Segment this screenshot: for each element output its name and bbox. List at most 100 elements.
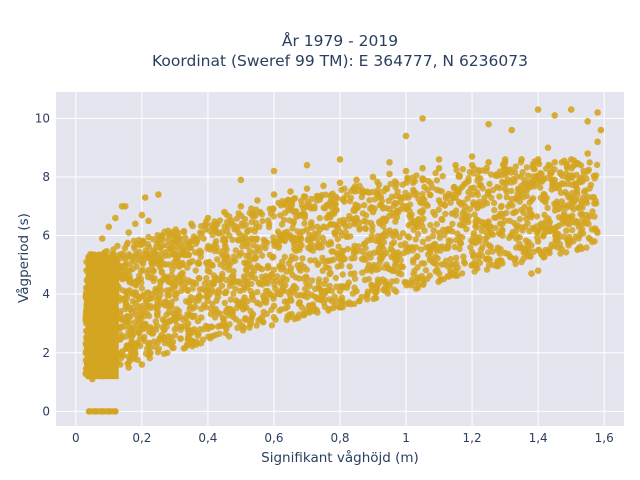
scatter-point-filler — [338, 262, 345, 269]
x-tick-label: 1 — [402, 431, 410, 445]
scatter-point-filler — [359, 189, 366, 196]
scatter-point-filler — [230, 276, 237, 284]
scatter-point-filler — [161, 326, 168, 334]
scatter-point-filler — [244, 271, 251, 278]
scatter-point-filler — [132, 311, 140, 319]
scatter-point-filler — [560, 233, 567, 240]
scatter-point-filler — [188, 327, 195, 334]
scatter-point-filler — [227, 296, 234, 303]
scatter-point — [435, 244, 443, 251]
scatter-point-filler — [293, 208, 300, 215]
scatter-point-filler — [279, 258, 286, 265]
scatter-point-filler — [306, 282, 313, 290]
scatter-point — [254, 299, 261, 307]
scatter-point-filler — [391, 178, 399, 185]
scatter-point-filler — [535, 246, 542, 253]
scatter-point-filler — [417, 246, 425, 253]
scatter-point-filler — [538, 251, 545, 258]
scatter-point-filler — [326, 270, 333, 278]
scatter-point-filler — [476, 198, 483, 206]
scatter-point-filler — [414, 264, 421, 271]
scatter-point-filler — [243, 266, 250, 273]
scatter-point-filler — [137, 239, 144, 246]
scatter-point-filler — [364, 296, 371, 303]
scatter-point-filler — [162, 248, 169, 256]
scatter-point-filler — [142, 350, 150, 357]
scatter-point — [112, 408, 119, 415]
scatter-point-filler — [571, 196, 578, 203]
scatter-point — [85, 308, 93, 316]
scatter-point-filler — [496, 193, 503, 200]
scatter-point-filler — [161, 228, 168, 235]
scatter-point-filler — [242, 234, 249, 241]
scatter-point-filler — [542, 165, 550, 172]
y-axis-title: Vågperiod (s) — [15, 213, 32, 303]
scatter-point-filler — [413, 190, 420, 197]
scatter-point — [584, 118, 591, 125]
scatter-point — [518, 244, 525, 251]
scatter-point — [485, 159, 492, 166]
scatter-point-filler — [213, 297, 220, 304]
scatter-point-filler — [196, 250, 203, 257]
scatter-point — [98, 408, 106, 415]
scatter-point-filler — [205, 333, 212, 340]
scatter-point-filler — [405, 222, 412, 229]
scatter-point-filler — [373, 190, 381, 197]
scatter-point — [475, 217, 483, 225]
scatter-point-filler — [180, 227, 188, 235]
scatter-point-filler — [391, 262, 399, 269]
scatter-point — [485, 255, 492, 263]
scatter-point-filler — [239, 243, 246, 250]
scatter-point-filler — [218, 273, 226, 280]
scatter-point-filler — [150, 277, 157, 284]
scatter-point-filler — [269, 254, 276, 261]
scatter-point-filler — [511, 219, 518, 227]
scatter-point-filler — [241, 216, 249, 223]
scatter-point-filler — [487, 223, 494, 230]
scatter-point-filler — [277, 212, 284, 219]
plot-area — [56, 92, 624, 426]
scatter-point-filler — [371, 263, 378, 270]
scatter-point-filler — [574, 218, 581, 226]
scatter-point-filler — [144, 296, 152, 303]
scatter-point-filler — [314, 230, 321, 237]
scatter-point-filler — [533, 213, 541, 220]
scatter-point-filler — [426, 272, 433, 279]
scatter-point — [468, 153, 476, 160]
scatter-point-filler — [547, 169, 554, 177]
scatter-point-filler — [164, 292, 171, 299]
scatter-point — [544, 144, 552, 151]
scatter-point-filler — [182, 234, 189, 241]
scatter-point-filler — [281, 209, 289, 216]
scatter-point-filler — [123, 273, 130, 281]
scatter-point-filler — [331, 229, 339, 237]
scatter-point-filler — [265, 264, 272, 271]
scatter-point-filler — [186, 297, 194, 304]
scatter-point-filler — [523, 192, 530, 200]
scatter-point-filler — [152, 288, 159, 295]
scatter-point-filler — [129, 298, 137, 305]
scatter-point-filler — [265, 217, 272, 224]
scatter-point-filler — [359, 269, 366, 276]
scatter-point — [211, 308, 218, 316]
scatter-point-filler — [537, 194, 544, 201]
scatter-point-filler — [460, 253, 467, 260]
scatter-point-filler — [575, 245, 582, 252]
scatter-point-filler — [136, 295, 143, 303]
scatter-point — [386, 282, 393, 289]
scatter-point-filler — [475, 251, 483, 258]
scatter-point-filler — [244, 243, 251, 250]
scatter-point-filler — [402, 189, 409, 196]
scatter-point-filler — [507, 200, 514, 207]
scatter-point-filler — [487, 229, 495, 236]
scatter-point-filler — [565, 238, 573, 245]
scatter-point-filler — [332, 274, 340, 282]
scatter-point-filler — [187, 303, 194, 310]
scatter-point-filler — [375, 181, 383, 188]
scatter-point-filler — [287, 204, 294, 212]
scatter-point-filler — [393, 214, 401, 221]
scatter-point — [188, 220, 195, 228]
scatter-point-filler — [208, 323, 216, 330]
scatter-point-filler — [309, 302, 317, 310]
x-axis-title: Signifikant våghöjd (m) — [261, 449, 419, 466]
